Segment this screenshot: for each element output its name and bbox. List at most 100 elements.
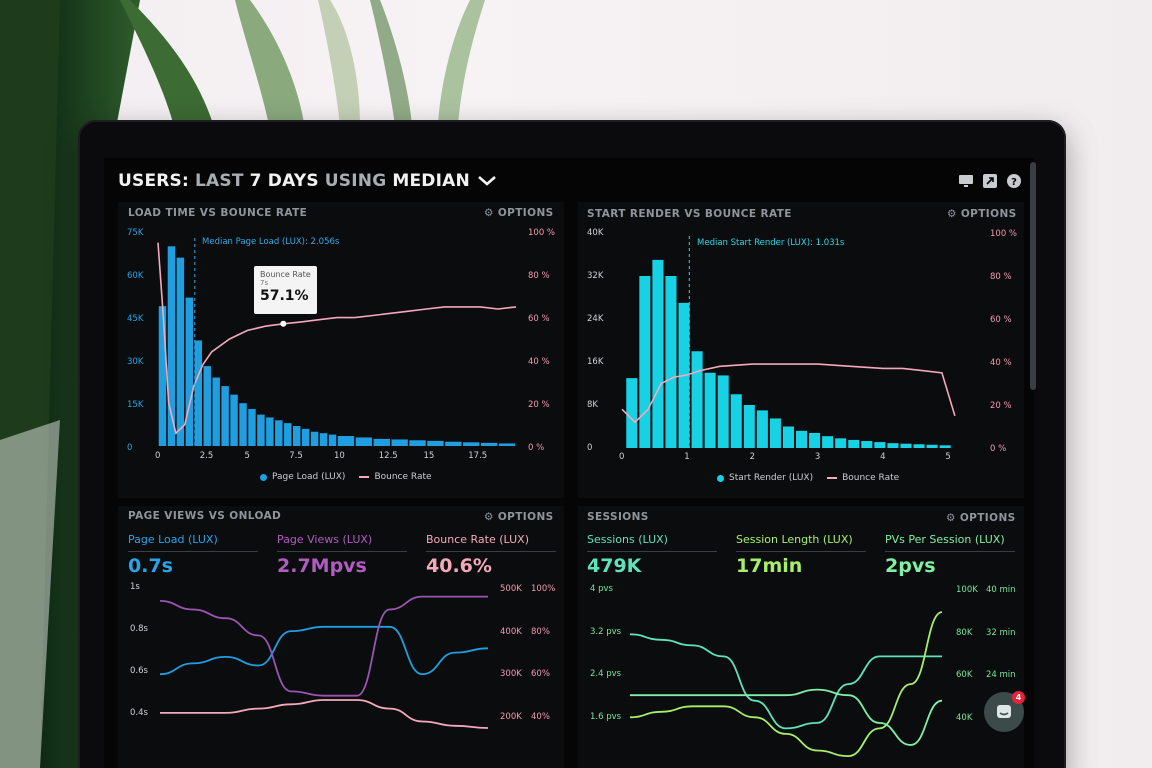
options-button-page-views[interactable]: ⚙ OPTIONS <box>484 511 554 523</box>
bar-page-load <box>498 443 516 446</box>
tooltip-title: Bounce Rate <box>260 270 311 279</box>
y-tick-right: 60% <box>531 669 550 679</box>
panel-title-start-render: START RENDER VS BOUNCE RATE <box>587 208 792 220</box>
kpi-label: Sessions (LUX) <box>587 533 668 546</box>
y-tick-left: 75K <box>127 228 144 238</box>
bar-page-load <box>391 439 408 446</box>
chat-icon <box>997 705 1011 718</box>
bar-page-load <box>355 437 373 446</box>
y-tick-right: 300K <box>500 669 522 679</box>
bar-page-load <box>203 366 211 446</box>
legend-start-render: Start Render (LUX) Bounce Rate <box>717 473 899 483</box>
y-tick-right: 40% <box>531 711 550 722</box>
chevron-down-icon[interactable] <box>476 170 498 192</box>
x-tick: 17.5 <box>468 451 488 461</box>
panel-title-page-views: PAGE VIEWS VS ONLOAD <box>128 510 282 522</box>
kpi-divider <box>277 551 407 552</box>
y-tick-right: 40K <box>956 712 973 723</box>
bar-start-render <box>835 438 847 448</box>
external-link-icon[interactable] <box>982 173 998 189</box>
kpi-divider <box>736 551 866 552</box>
tooltip-point <box>280 320 287 327</box>
y-tick-left: 32K <box>587 271 604 281</box>
x-tick: 3 <box>814 452 821 462</box>
legend-item-page-load[interactable]: Page Load (LUX) <box>260 472 345 482</box>
bar-start-render <box>848 439 860 448</box>
bar-page-load <box>445 441 462 446</box>
y-tick-left: 0.4s <box>130 708 148 718</box>
legend-item-start-render[interactable]: Start Render (LUX) <box>717 473 813 483</box>
bar-page-load <box>293 426 301 446</box>
bar-start-render <box>926 444 938 448</box>
median-marker-label: Median Page Load (LUX): 2.056s <box>202 237 340 247</box>
legend-label: Start Render (LUX) <box>729 473 814 483</box>
x-tick: 2 <box>749 452 755 462</box>
bar-page-load <box>167 246 176 446</box>
kpi-divider <box>128 551 258 552</box>
y-tick-left: 4 pvs <box>590 584 613 594</box>
bar-start-render <box>822 436 834 448</box>
title-last: LAST <box>195 171 244 191</box>
y-tick-left: 15K <box>127 400 144 410</box>
panel-start-render <box>578 202 1024 498</box>
line-bounce-rate <box>157 242 517 435</box>
y-tick-right: 0 % <box>990 444 1007 454</box>
gear-icon: ⚙ <box>946 512 956 524</box>
y-tick-right: 40 % <box>990 358 1012 368</box>
x-tick: 15 <box>423 451 435 461</box>
bar-page-load <box>328 434 337 446</box>
legend-label: Bounce Rate <box>842 473 900 483</box>
y-tick-right: 32 min <box>986 627 1016 638</box>
bar-start-render <box>809 432 821 448</box>
line-bounce-rate <box>160 699 489 729</box>
notification-badge: 4 <box>1012 691 1025 704</box>
y-tick-left: 1.6 pvs <box>590 711 622 722</box>
y-tick-right: 40 min <box>986 585 1016 595</box>
bar-page-load <box>176 257 185 446</box>
kpi-value: 0.7s <box>128 555 173 577</box>
y-tick-left: 45K <box>127 314 144 324</box>
bar-start-render <box>913 444 925 448</box>
panel-title-sessions: SESSIONS <box>587 511 649 523</box>
kpi-label: Session Length (LUX) <box>736 533 853 546</box>
options-label: OPTIONS <box>959 512 1016 524</box>
y-tick-right: 500K <box>500 584 522 594</box>
legend-load-time: Page Load (LUX) Bounce Rate <box>260 472 432 482</box>
options-button-sessions[interactable]: ⚙ OPTIONS <box>946 512 1016 524</box>
bar-start-render <box>939 445 951 448</box>
x-tick: 1 <box>684 452 690 462</box>
kpi-value: 2pvs <box>885 555 936 577</box>
bar-page-load <box>212 377 220 446</box>
bar-start-render <box>717 375 729 448</box>
bar-start-render <box>704 372 716 448</box>
line-page-views <box>159 595 488 697</box>
kpi-value: 479K <box>587 555 642 577</box>
options-label: OPTIONS <box>960 208 1017 220</box>
scrollbar[interactable] <box>1030 162 1036 390</box>
x-tick: 12.5 <box>378 451 398 461</box>
dashboard-title[interactable]: USERS: LAST 7 DAYS USING MEDIAN <box>118 168 498 194</box>
kpi-divider <box>885 551 1015 552</box>
bar-start-render <box>626 378 638 448</box>
title-using: USING <box>324 171 387 191</box>
help-icon[interactable]: ? <box>1006 173 1022 189</box>
kpi-label: Page Views (LUX) <box>277 533 373 546</box>
svg-text:?: ? <box>1011 177 1017 188</box>
bar-start-render <box>756 410 768 448</box>
y-tick-right: 20 % <box>528 400 550 410</box>
y-tick-right: 60K <box>956 670 973 680</box>
gear-icon: ⚙ <box>484 511 494 523</box>
monitor-icon[interactable] <box>958 173 974 189</box>
legend-item-bounce-rate[interactable]: Bounce Rate <box>827 473 899 483</box>
bar-page-load <box>230 394 238 446</box>
line-page-load <box>159 625 489 676</box>
options-button-load-time[interactable]: ⚙ OPTIONS <box>484 207 554 219</box>
legend-item-bounce-rate[interactable]: Bounce Rate <box>359 472 432 482</box>
line-sessions <box>629 633 942 730</box>
bar-page-load <box>427 440 444 446</box>
bar-page-load <box>221 386 229 446</box>
bar-page-load <box>266 417 274 446</box>
kpi-label: Bounce Rate (LUX) <box>426 533 530 546</box>
bar-start-render <box>665 276 677 448</box>
options-button-start-render[interactable]: ⚙ OPTIONS <box>947 208 1017 220</box>
